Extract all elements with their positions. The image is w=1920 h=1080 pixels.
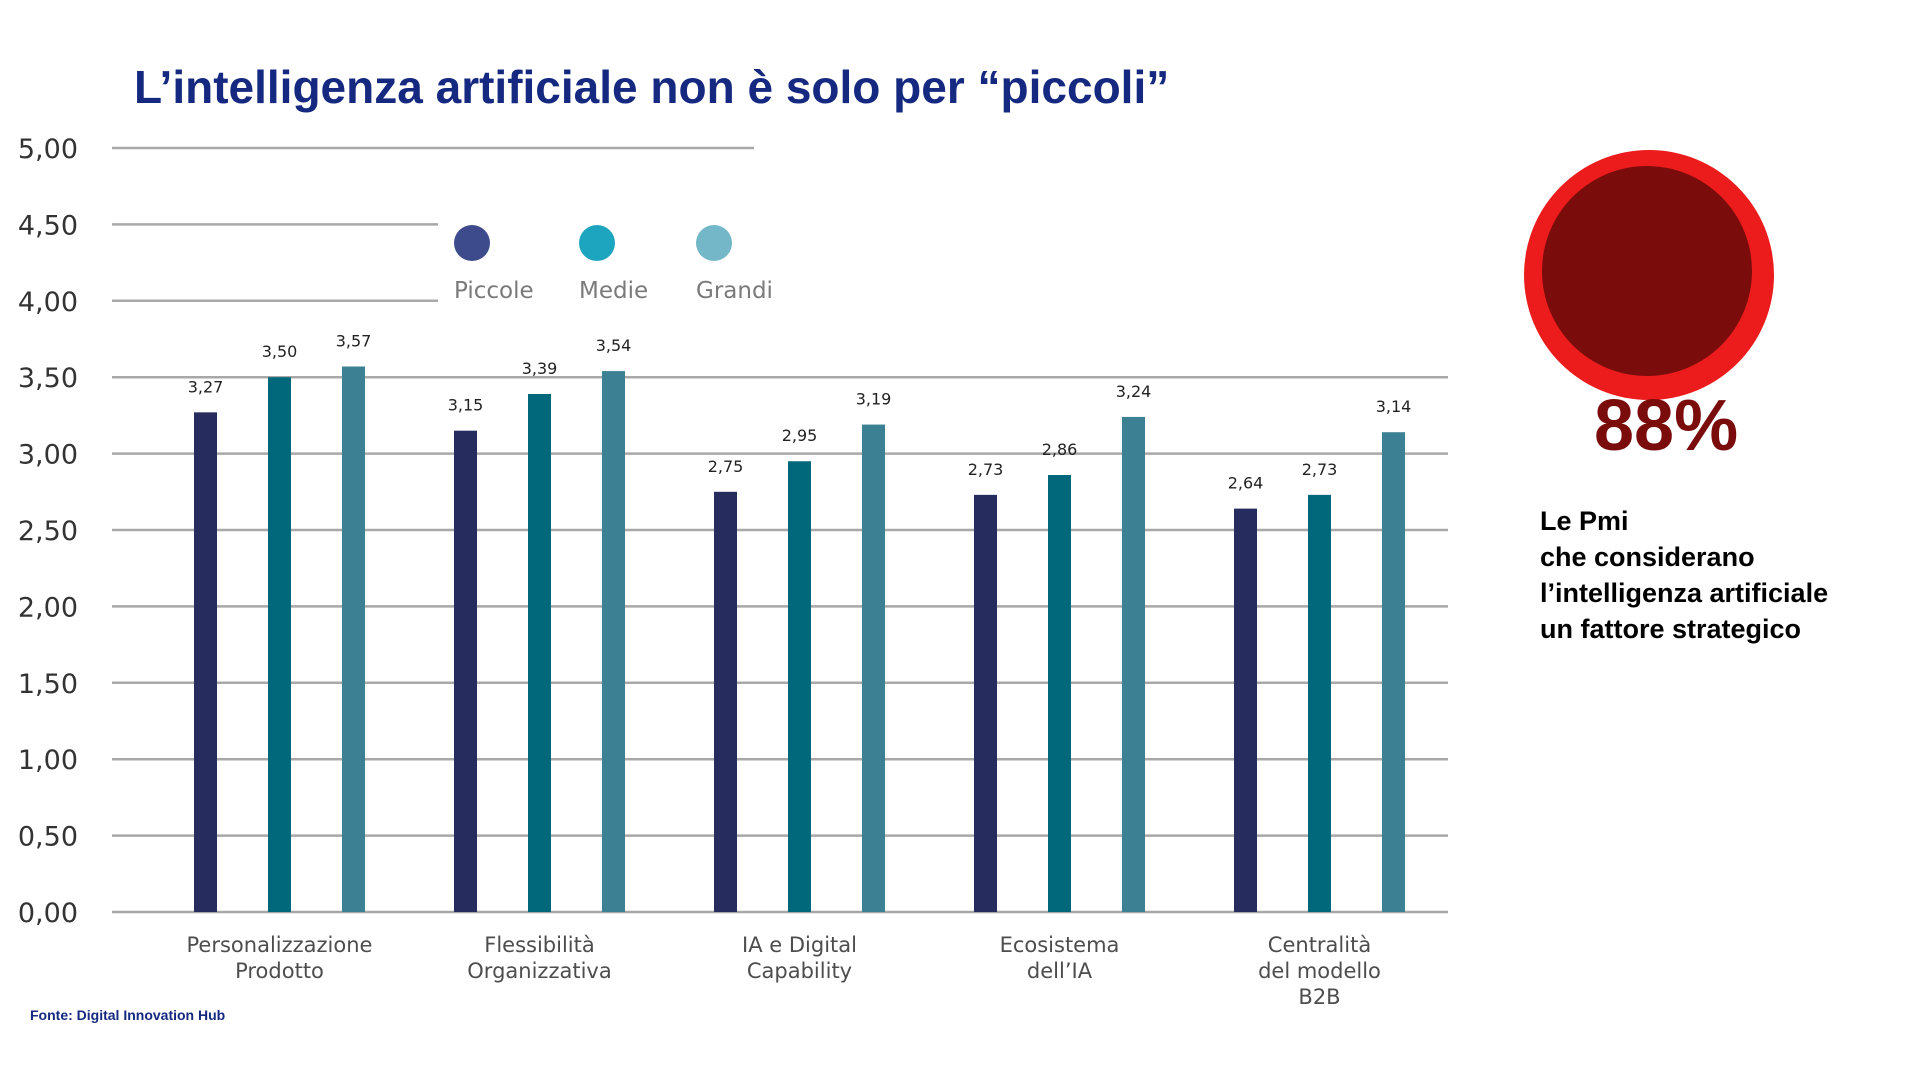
data-label: 3,14: [1376, 397, 1412, 416]
stat-caption-line: un fattore strategico: [1540, 614, 1802, 644]
data-label: 2,73: [968, 460, 1004, 479]
bar-piccole: [1234, 508, 1257, 912]
legend-label-piccole: Piccole: [454, 278, 534, 304]
data-label: 3,39: [522, 359, 558, 378]
data-label: 3,50: [262, 342, 298, 361]
category-label: Organizzativa: [467, 959, 611, 983]
data-label: 3,27: [188, 377, 224, 396]
stat-caption-line: l’intelligenza artificiale: [1540, 578, 1829, 608]
y-tick-label: 3,00: [18, 440, 78, 471]
bar-medie: [1048, 474, 1071, 912]
y-tick-label: 1,50: [18, 669, 78, 700]
legend-label-grandi: Grandi: [696, 278, 773, 304]
data-label: 2,95: [782, 426, 818, 445]
data-label: 3,15: [448, 396, 484, 415]
bar-grandi: [1382, 432, 1405, 912]
category-label: B2B: [1298, 985, 1340, 1009]
y-tick-label: 3,50: [18, 363, 78, 394]
legend-marker-piccole: [454, 225, 490, 261]
bar-piccole: [714, 491, 737, 912]
page-title: L’intelligenza artificiale non è solo pe…: [134, 61, 1170, 113]
bar-medie: [528, 394, 551, 912]
data-label: 3,24: [1116, 382, 1152, 401]
y-tick-label: 2,50: [18, 516, 78, 547]
bar-piccole: [454, 430, 477, 912]
category-label: dell’IA: [1027, 959, 1093, 983]
bar-piccole: [194, 412, 217, 912]
bar-grandi: [602, 371, 625, 912]
category-label: Personalizzazione: [187, 933, 373, 957]
y-tick-label: 5,00: [18, 134, 78, 165]
data-label: 2,73: [1302, 460, 1338, 479]
bar-medie: [268, 377, 291, 912]
y-tick-label: 4,00: [18, 287, 78, 318]
data-label: 3,19: [856, 390, 892, 409]
y-tick-label: 0,50: [18, 822, 78, 853]
category-label: Capability: [747, 959, 852, 983]
legend-marker-medie: [579, 225, 615, 261]
legend-label-medie: Medie: [579, 278, 648, 304]
y-tick-label: 2,00: [18, 592, 78, 623]
stat-caption-line: che considerano: [1540, 542, 1755, 572]
bar-grandi: [1122, 416, 1145, 912]
bar-grandi: [342, 366, 365, 912]
category-label: Ecosistema: [1000, 933, 1120, 957]
percentage-badge: [1524, 150, 1774, 400]
category-label: Centralità: [1268, 933, 1371, 957]
stat-caption-line: Le Pmi: [1540, 506, 1629, 536]
category-label: del modello: [1258, 959, 1381, 983]
data-label: 2,86: [1042, 440, 1078, 459]
data-label: 3,57: [336, 332, 372, 351]
category-label: Prodotto: [235, 959, 324, 983]
data-label: 3,54: [596, 336, 632, 355]
y-tick-label: 1,00: [18, 745, 78, 776]
y-tick-label: 4,50: [18, 210, 78, 241]
category-label: IA e Digital: [742, 933, 857, 957]
badge-inner-circle: [1542, 166, 1752, 376]
stat-caption: Le Pmi che considerano l’intelligenza ar…: [1540, 503, 1828, 647]
bar-piccole: [974, 494, 997, 912]
stat-value: 88%: [1594, 386, 1739, 466]
y-tick-label: 0,00: [18, 898, 78, 929]
category-label: Flessibilità: [484, 933, 595, 957]
legend-marker-grandi: [696, 225, 732, 261]
data-label: 2,64: [1228, 474, 1264, 493]
bar-grandi: [862, 424, 885, 912]
bar-medie: [1308, 494, 1331, 912]
bar-medie: [788, 461, 811, 912]
data-label: 2,75: [708, 457, 744, 476]
source-note: Fonte: Digital Innovation Hub: [30, 1007, 226, 1023]
